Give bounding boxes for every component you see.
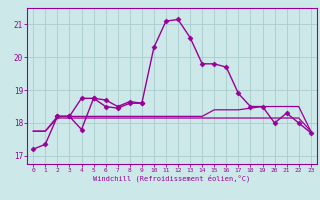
X-axis label: Windchill (Refroidissement éolien,°C): Windchill (Refroidissement éolien,°C) xyxy=(93,175,251,182)
